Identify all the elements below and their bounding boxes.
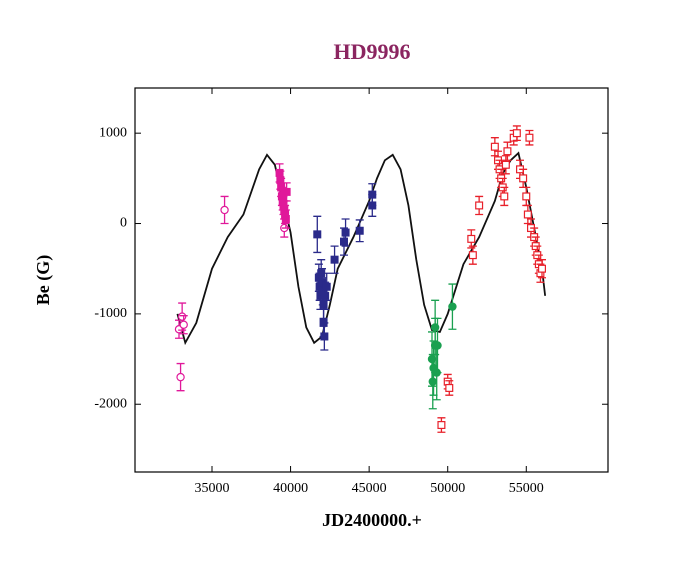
- y-tick-label: -2000: [94, 396, 127, 411]
- x-tick-label: 45000: [352, 481, 387, 496]
- marker: [523, 210, 532, 219]
- marker: [177, 312, 187, 321]
- marker: [340, 237, 349, 246]
- y-axis-label: Be (G): [33, 255, 54, 305]
- chart-title: HD9996: [334, 39, 411, 64]
- marker: [490, 142, 499, 151]
- y-tick-label: -1000: [94, 306, 127, 321]
- marker: [281, 215, 290, 224]
- marker: [448, 302, 457, 311]
- marker: [500, 192, 509, 201]
- marker: [355, 226, 364, 235]
- marker: [322, 282, 331, 291]
- fit-curve: [176, 151, 547, 346]
- marker: [313, 230, 322, 239]
- marker: [445, 383, 454, 392]
- x-tick-label: 35000: [195, 481, 230, 496]
- marker: [512, 129, 521, 138]
- marker: [176, 372, 185, 382]
- x-tick-label: 50000: [430, 481, 465, 496]
- marker: [341, 228, 350, 237]
- marker: [501, 160, 510, 169]
- marker: [282, 187, 291, 196]
- marker: [468, 251, 477, 260]
- marker: [503, 147, 512, 156]
- marker: [467, 234, 476, 243]
- marker: [179, 320, 188, 329]
- marker: [537, 264, 546, 273]
- y-tick-label: 1000: [99, 125, 127, 140]
- marker: [330, 255, 339, 264]
- marker: [475, 201, 484, 210]
- x-axis-label: JD2400000.+: [322, 510, 422, 530]
- plot-frame: [134, 87, 609, 473]
- marker: [428, 377, 437, 386]
- marker: [522, 192, 531, 201]
- marker: [368, 190, 377, 199]
- marker: [220, 205, 229, 215]
- x-tick-label: 55000: [509, 481, 544, 496]
- marker: [320, 332, 329, 341]
- y-tick-label: 0: [120, 216, 127, 231]
- x-tick-label: 40000: [273, 481, 308, 496]
- marker: [321, 291, 330, 300]
- marker: [437, 421, 446, 430]
- marker: [319, 300, 328, 309]
- marker: [519, 174, 528, 183]
- marker: [525, 133, 534, 142]
- marker: [433, 341, 442, 350]
